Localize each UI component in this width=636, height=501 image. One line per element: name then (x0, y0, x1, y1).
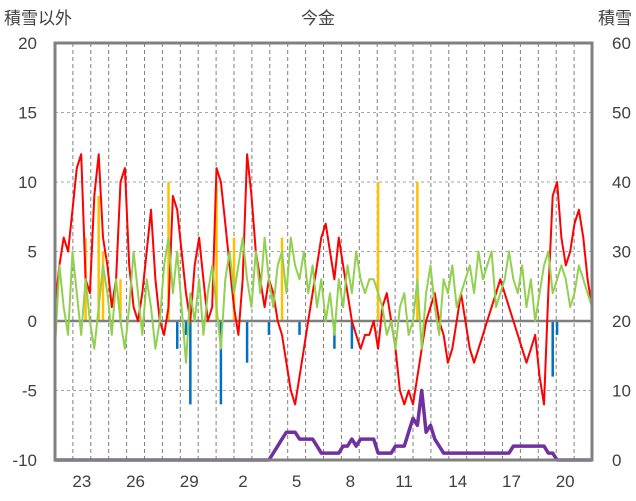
precip-bar (376, 182, 380, 321)
precip-bar (119, 279, 122, 321)
left-axis-label: 積雪以外 (4, 9, 72, 29)
negative-bar (350, 321, 354, 349)
negative-bar (267, 321, 271, 335)
right-tick-label: 0 (612, 451, 621, 470)
x-tick-label: 11 (395, 472, 413, 491)
right-tick-label: 30 (612, 243, 631, 262)
left-tick-label: 15 (18, 104, 37, 123)
precip-bar (167, 182, 170, 321)
negative-bar (555, 321, 559, 335)
negative-bar (184, 321, 188, 335)
precip-bar (232, 237, 236, 321)
x-tick-label: 5 (292, 472, 301, 491)
right-tick-label: 40 (612, 173, 631, 192)
negative-bar (189, 321, 192, 405)
right-tick-label: 20 (612, 312, 631, 331)
precip-bar (280, 237, 284, 321)
series-line-humidity_proxy (54, 236, 593, 364)
left-tick-label: 10 (18, 173, 37, 192)
x-tick-label: 14 (448, 472, 467, 491)
x-tick-label: 23 (72, 472, 91, 491)
precip-bar (97, 195, 100, 321)
left-tick-label: -10 (12, 451, 37, 470)
right-tick-label: 50 (612, 104, 631, 123)
left-tick-label: 0 (28, 312, 37, 331)
x-tick-label: 20 (556, 472, 575, 491)
precip-bar (416, 182, 419, 321)
x-tick-label: 2 (238, 472, 247, 491)
precip-bar (101, 251, 105, 321)
right-axis-label: 積雪 (598, 9, 632, 29)
negative-bar (298, 321, 301, 335)
x-tick-label: 29 (180, 472, 199, 491)
plot-frame (53, 41, 594, 462)
left-tick-label: 20 (18, 34, 37, 53)
negative-bar (245, 321, 249, 363)
x-tick-label: 8 (346, 472, 355, 491)
x-tick-label: 26 (126, 472, 145, 491)
right-tick-label: 60 (612, 34, 631, 53)
right-tick-label: 10 (612, 382, 631, 401)
x-tick-label: 17 (502, 472, 521, 491)
negative-bar (551, 321, 554, 377)
chart-title: 今金 (301, 9, 335, 29)
left-tick-label: 5 (28, 243, 37, 262)
negative-bar (219, 321, 223, 405)
left-tick-label: -5 (22, 382, 37, 401)
precip-bar (215, 182, 218, 321)
negative-bar (175, 321, 179, 349)
